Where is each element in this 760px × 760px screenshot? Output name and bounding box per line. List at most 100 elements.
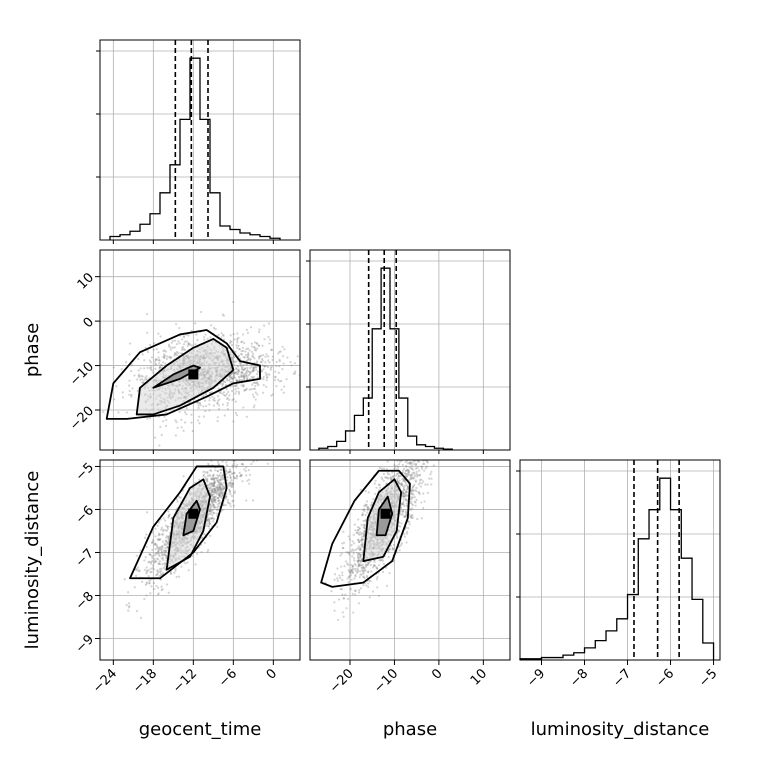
scatter-point <box>415 470 418 473</box>
scatter-point <box>347 551 350 554</box>
scatter-point <box>253 346 257 349</box>
scatter-point <box>233 454 235 456</box>
scatter-point <box>240 341 243 344</box>
scatter-point <box>391 548 394 551</box>
scatter-point <box>342 615 345 618</box>
scatter-point <box>170 517 173 520</box>
scatter-point <box>279 350 282 353</box>
scatter-point <box>229 505 232 508</box>
scatter-point <box>350 563 353 566</box>
scatter-point <box>115 385 118 388</box>
scatter-point <box>206 477 209 480</box>
scatter-point <box>362 570 365 574</box>
scatter-point <box>216 480 219 483</box>
scatter-point <box>253 357 256 360</box>
scatter-point <box>283 348 286 351</box>
scatter-point <box>208 483 211 486</box>
scatter-point <box>203 533 207 536</box>
scatter-point <box>410 496 413 499</box>
scatter-point <box>410 461 414 465</box>
scatter-point <box>401 463 404 467</box>
scatter-point <box>236 341 239 344</box>
scatter-point <box>213 496 216 499</box>
scatter-point <box>356 570 360 573</box>
scatter-point <box>252 367 255 370</box>
scatter-point <box>244 350 247 353</box>
scatter-point <box>256 393 259 396</box>
scatter-point <box>153 554 157 557</box>
scatter-point <box>138 569 141 572</box>
scatter-point <box>281 355 285 358</box>
scatter-point <box>356 567 359 570</box>
scatter-point <box>166 525 169 529</box>
scatter-point <box>165 555 168 558</box>
scatter-point <box>415 490 418 493</box>
scatter-point <box>215 491 218 494</box>
scatter-point <box>410 477 413 480</box>
scatter-point <box>410 492 413 495</box>
scatter-point <box>205 393 208 397</box>
scatter-point <box>158 555 161 558</box>
scatter-point <box>219 485 222 489</box>
scatter-point <box>196 552 199 556</box>
scatter-point <box>225 492 228 496</box>
scatter-point <box>361 568 364 572</box>
scatter-point <box>207 486 210 490</box>
scatter-point <box>165 543 168 547</box>
scatter-point <box>262 375 265 379</box>
scatter-point <box>413 474 417 477</box>
scatter-point <box>401 513 404 516</box>
scatter-point <box>186 344 189 348</box>
scatter-point <box>418 474 421 477</box>
scatter-point <box>360 536 363 539</box>
scatter-point <box>233 355 236 359</box>
scatter-point <box>233 477 237 480</box>
scatter-point <box>257 344 260 347</box>
scatter-point <box>261 344 264 347</box>
scatter-point <box>171 346 174 349</box>
scatter-point <box>186 340 189 343</box>
scatter-point <box>409 490 413 493</box>
scatter-point <box>259 354 263 357</box>
scatter-point <box>210 508 213 512</box>
scatter-point <box>214 498 217 501</box>
scatter-point <box>405 475 408 478</box>
scatter-point <box>404 515 407 518</box>
scatter-point <box>356 555 360 558</box>
scatter-point <box>357 545 360 548</box>
scatter-point <box>235 344 238 347</box>
scatter-point <box>348 575 351 578</box>
scatter-point <box>352 568 355 571</box>
scatter-point <box>231 377 234 380</box>
scatter-point <box>246 356 250 359</box>
hist-panel-luminosity_distance <box>516 459 721 661</box>
scatter-point <box>231 464 234 467</box>
scatter-point <box>405 453 407 455</box>
scatter-point <box>403 485 406 488</box>
ytick-label-phase: 0 <box>81 315 97 331</box>
scatter-point <box>348 575 351 579</box>
scatter-point <box>410 453 412 455</box>
scatter-point <box>411 514 414 517</box>
scatter-point <box>266 462 269 465</box>
scatter-point <box>229 481 232 484</box>
scatter-point <box>213 498 216 501</box>
scatter-point <box>396 480 400 483</box>
scatter-point <box>231 483 234 486</box>
scatter-point <box>253 381 257 384</box>
scatter-point <box>256 376 259 379</box>
scatter-point <box>382 562 386 566</box>
scatter-point <box>411 438 413 440</box>
scatter-point <box>399 452 401 454</box>
scatter-point <box>167 538 170 541</box>
scatter-point <box>158 575 161 578</box>
scatter-point <box>362 575 365 578</box>
scatter-point <box>242 383 245 387</box>
scatter-point <box>365 565 368 568</box>
scatter-point <box>400 513 403 516</box>
scatter-point <box>220 468 223 472</box>
scatter-point <box>339 576 342 580</box>
scatter-point <box>218 499 221 502</box>
scatter-point <box>219 492 222 495</box>
scatter-point <box>235 385 238 388</box>
